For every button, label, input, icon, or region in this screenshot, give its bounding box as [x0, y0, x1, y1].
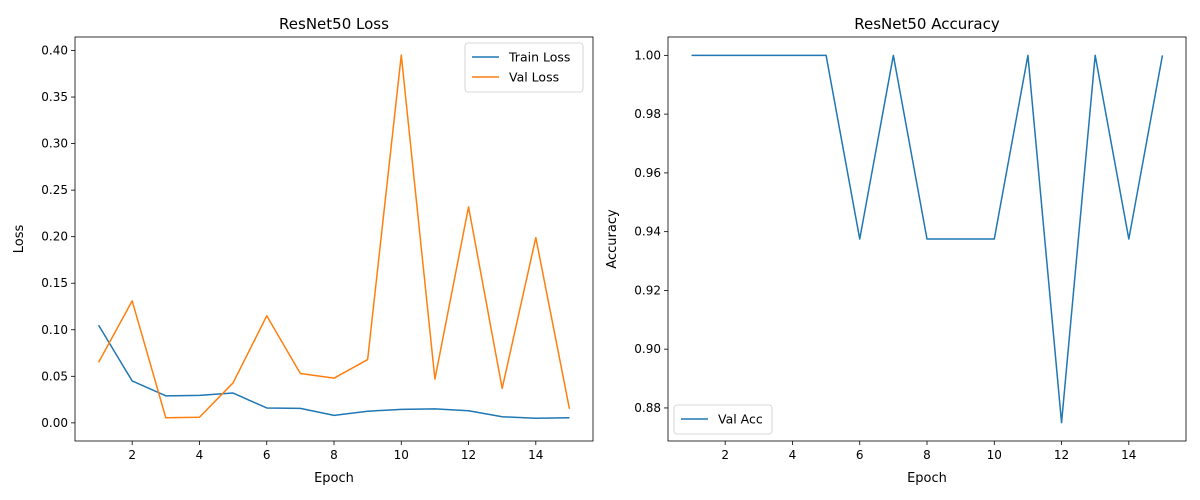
series-line-val-acc — [691, 54, 1164, 424]
y-axis-label: Loss — [12, 225, 27, 254]
series-line-train-loss — [97, 324, 570, 419]
y-tick-label: 0.25 — [41, 183, 68, 197]
chart-title: ResNet50 Loss — [279, 15, 389, 33]
x-tick-label: 6 — [856, 448, 864, 462]
y-tick-label: 0.35 — [41, 90, 68, 104]
x-tick-label: 4 — [789, 448, 797, 462]
legend-label: Val Acc — [718, 412, 763, 427]
legend-label: Train Loss — [508, 50, 570, 65]
x-tick-label: 2 — [721, 448, 729, 462]
y-axis-label: Accuracy — [605, 209, 620, 269]
y-tick-label: 0.90 — [634, 342, 661, 356]
y-tick-label: 0.00 — [41, 416, 68, 430]
x-tick-label: 14 — [528, 448, 543, 462]
x-tick-label: 2 — [128, 448, 136, 462]
plot-frame — [74, 36, 594, 442]
x-tick-label: 8 — [923, 448, 931, 462]
x-tick-label: 14 — [1121, 448, 1136, 462]
legend-box — [464, 42, 584, 93]
y-tick-label: 0.05 — [41, 369, 68, 383]
x-tick-label: 12 — [461, 448, 476, 462]
y-tick-label: 0.20 — [41, 230, 68, 244]
x-axis-label: Epoch — [314, 471, 354, 486]
y-tick-label: 0.30 — [41, 137, 68, 151]
y-tick-label: 1.00 — [634, 48, 661, 62]
y-tick-label: 0.96 — [634, 166, 661, 180]
legend: Train Loss Val Loss — [464, 42, 584, 93]
x-tick-label: 10 — [987, 448, 1002, 462]
x-tick-label: 10 — [394, 448, 409, 462]
x-tick-label: 4 — [196, 448, 204, 462]
chart-1: 2 4 6 8 10 12 14 0.88 0.90 0.92 0.94 0.96 0.98 1.00 Re… — [605, 15, 1187, 486]
y-tick-label: 0.92 — [634, 283, 661, 297]
x-tick-label: 12 — [1054, 448, 1069, 462]
y-tick-label: 0.88 — [634, 401, 661, 415]
series-line-val-loss — [97, 54, 571, 419]
chart-title: ResNet50 Accuracy — [854, 15, 1000, 33]
y-tick-label: 0.98 — [634, 107, 661, 121]
y-tick-label: 0.40 — [41, 43, 68, 57]
legend: Val Acc — [673, 404, 773, 435]
legend-label: Val Loss — [509, 70, 559, 85]
x-tick-label: 6 — [263, 448, 271, 462]
legend-box — [673, 404, 773, 435]
y-tick-label: 0.94 — [634, 225, 661, 239]
x-axis-label: Epoch — [907, 471, 947, 486]
y-tick-label: 0.10 — [41, 323, 68, 337]
x-tick-label: 8 — [330, 448, 338, 462]
chart-0: 2 4 6 8 10 12 14 0.00 0.05 0.10 0.15 0.20 0.25 0.30 0.… — [12, 15, 594, 486]
y-tick-label: 0.15 — [41, 276, 68, 290]
